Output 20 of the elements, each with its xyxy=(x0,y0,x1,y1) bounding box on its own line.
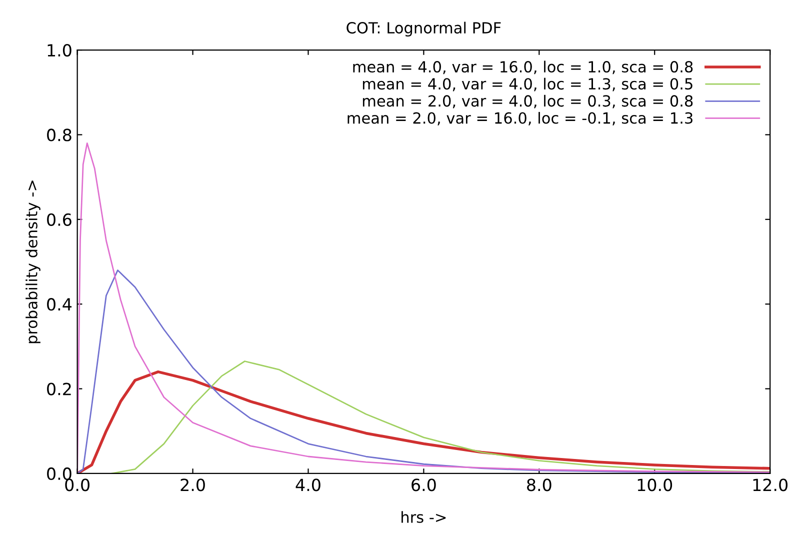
y-tick-label: 0.0 xyxy=(47,467,72,480)
x-tick-label: 6.0 xyxy=(412,478,436,492)
x-axis-title: hrs -> xyxy=(402,511,446,523)
x-tick-label: 10.0 xyxy=(638,478,672,492)
legend-label: mean = 4.0, var = 16.0, loc = 1.0, sca = 0.8 xyxy=(353,60,693,74)
x-tick-label: 12.0 xyxy=(753,478,788,492)
legend-label: mean = 2.0, var = 4.0, loc = 0.3, sca = 0.8 xyxy=(362,94,693,108)
y-tick-label: 1.0 xyxy=(48,44,72,57)
x-tick-label: 4.0 xyxy=(296,478,320,492)
x-tick-label: 8.0 xyxy=(527,478,552,492)
legend-label: mean = 2.0, var = 16.0, loc = -0.1, sca = 1.3 xyxy=(348,112,692,126)
y-tick-label: 0.6 xyxy=(47,213,72,226)
chart-title: COT: Lognormal PDF xyxy=(346,22,501,37)
y-tick-label: 0.2 xyxy=(47,382,71,396)
x-tick-label: 2.0 xyxy=(180,478,205,492)
y-tick-label: 0.4 xyxy=(47,298,72,311)
y-tick-label: 0.8 xyxy=(47,128,72,142)
legend-label: mean = 4.0, var = 4.0, loc = 1.3, sca = 0.5 xyxy=(362,78,692,92)
y-axis-title: probability density -> xyxy=(26,180,40,344)
x-tick-label: 0.0 xyxy=(65,478,90,492)
